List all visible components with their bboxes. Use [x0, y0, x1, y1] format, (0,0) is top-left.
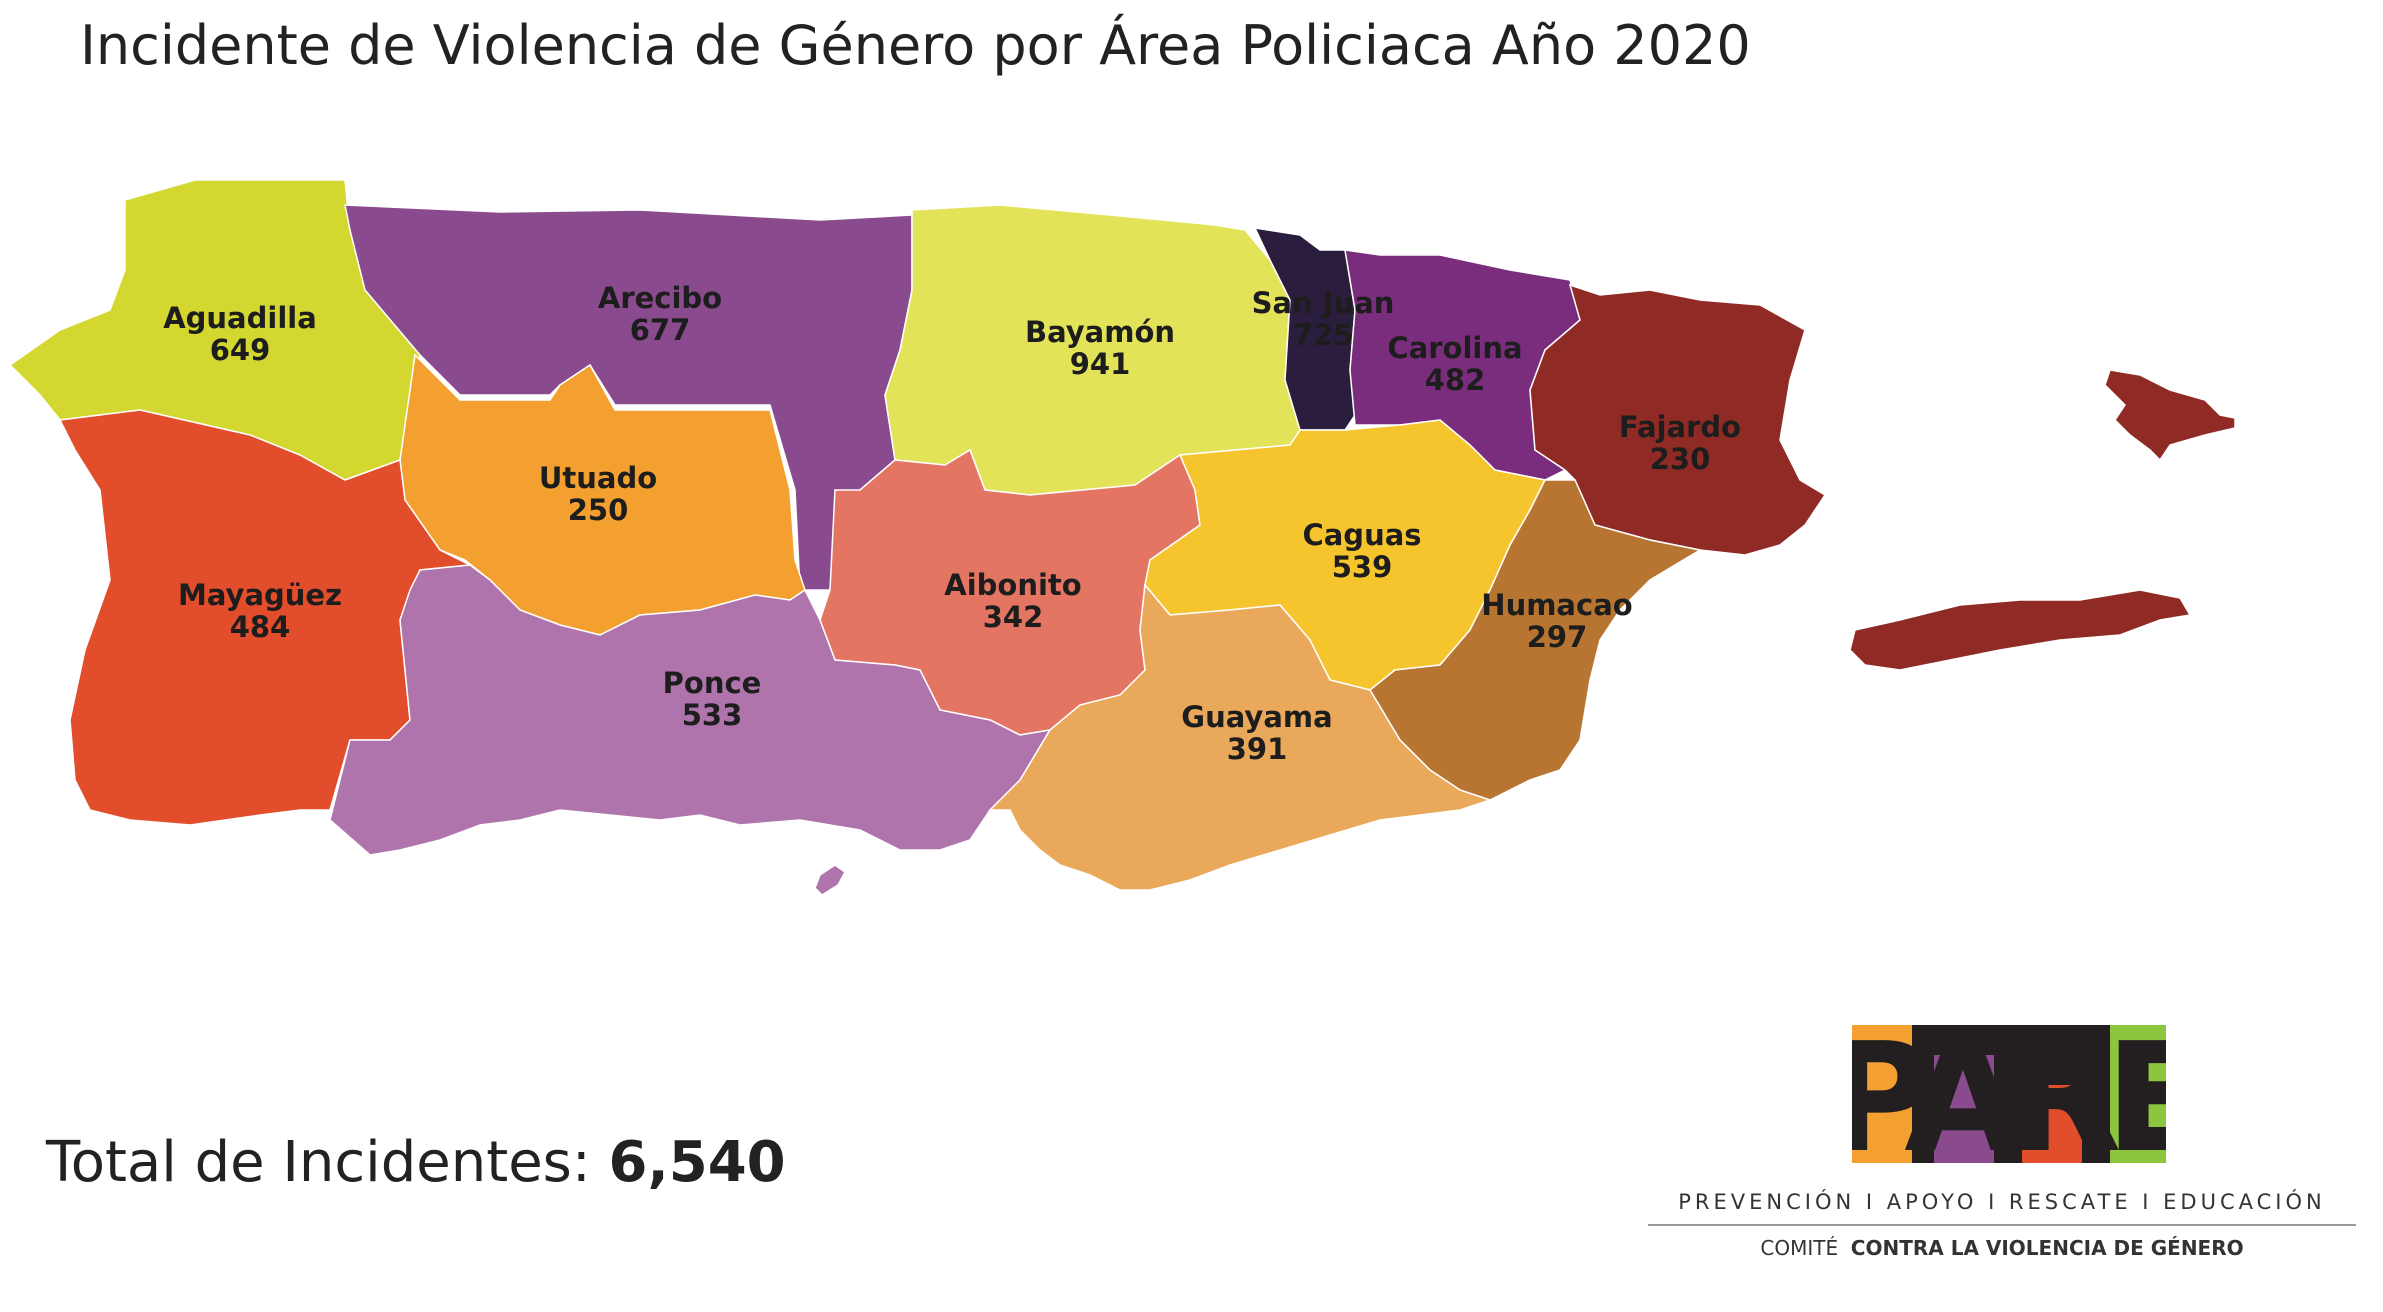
- label-san-juan-value: 725: [1293, 318, 1354, 352]
- island-culebra: [2104, 369, 2236, 462]
- pare-logo: PARE: [1852, 1025, 2166, 1163]
- label-fajardo-name: Fajardo: [1619, 410, 1741, 444]
- label-mayaguez-name: Mayagüez: [178, 578, 342, 612]
- label-aguadilla-name: Aguadilla: [163, 301, 317, 335]
- label-ponce-name: Ponce: [663, 666, 762, 700]
- region-labels: Aguadilla 649 Arecibo 677 Bayamón 941 Sa…: [163, 281, 1741, 766]
- puerto-rico-map: Aguadilla 649 Arecibo 677 Bayamón 941 Sa…: [8, 179, 2236, 896]
- island-vieques: [1849, 589, 2192, 671]
- region-guayama: [988, 583, 1493, 891]
- label-carolina-name: Carolina: [1387, 331, 1522, 365]
- label-guayama-value: 391: [1227, 732, 1288, 766]
- label-caguas-value: 539: [1332, 550, 1393, 584]
- tagline-divider: [1648, 1224, 2356, 1226]
- tagline: PREVENCIÓN I APOYO I RESCATE I EDUCACIÓN: [1678, 1190, 2326, 1214]
- label-carolina-value: 482: [1425, 363, 1486, 397]
- logo-text: PARE: [1852, 1025, 2166, 1163]
- label-utuado-value: 250: [568, 493, 629, 527]
- label-arecibo-name: Arecibo: [598, 281, 722, 315]
- label-aguadilla-value: 649: [210, 333, 271, 367]
- label-guayama-name: Guayama: [1181, 700, 1332, 734]
- committee-name: COMITÉ CONTRA LA VIOLENCIA DE GÉNERO: [1652, 1236, 2352, 1260]
- committee-prefix: COMITÉ: [1760, 1236, 1839, 1260]
- label-aibonito-name: Aibonito: [944, 568, 1081, 602]
- label-caguas-name: Caguas: [1302, 518, 1421, 552]
- region-fajardo: [1529, 283, 1827, 556]
- label-ponce-value: 533: [682, 698, 743, 732]
- label-aibonito-value: 342: [983, 600, 1044, 634]
- label-bayamon-name: Bayamón: [1025, 315, 1175, 349]
- label-humacao-value: 297: [1527, 620, 1588, 654]
- label-bayamon-value: 941: [1070, 347, 1131, 381]
- label-utuado-name: Utuado: [539, 461, 657, 495]
- label-san-juan-name: San Juan: [1252, 286, 1395, 320]
- label-mayaguez-value: 484: [230, 610, 291, 644]
- total-value: 6,540: [608, 1130, 786, 1195]
- label-humacao-name: Humacao: [1481, 588, 1632, 622]
- committee-title: CONTRA LA VIOLENCIA DE GÉNERO: [1850, 1236, 2244, 1260]
- island-caja-de-muertos: [814, 864, 846, 896]
- label-arecibo-value: 677: [630, 313, 691, 347]
- map-title: Incidente de Violencia de Género por Áre…: [80, 14, 1751, 77]
- total-incidents: Total de Incidentes: 6,540: [46, 1130, 786, 1195]
- label-fajardo-value: 230: [1650, 442, 1711, 476]
- total-label: Total de Incidentes:: [46, 1130, 591, 1195]
